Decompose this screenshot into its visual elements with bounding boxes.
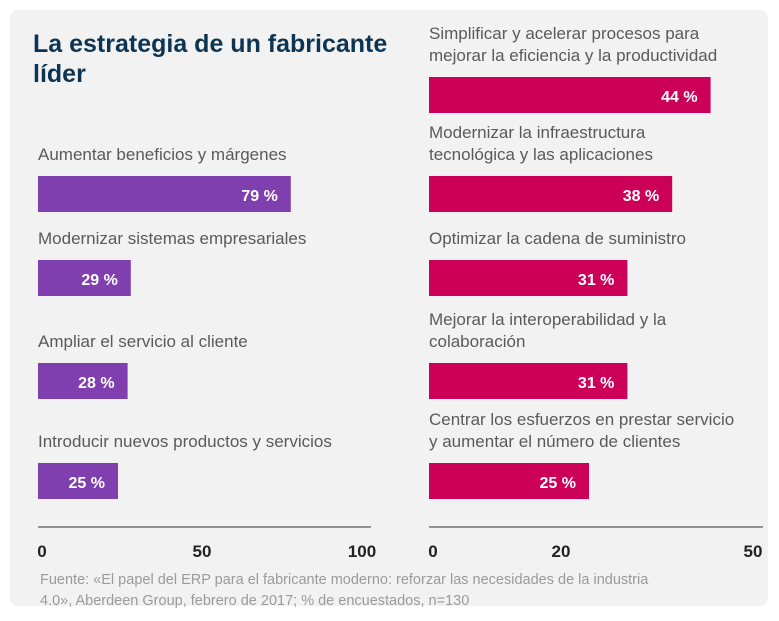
value-label: 25 % bbox=[69, 475, 105, 492]
category-label: Simplificar y acelerar procesos para mejo… bbox=[429, 24, 717, 65]
bar bbox=[429, 77, 711, 113]
x-tick-label: 20 bbox=[552, 542, 571, 561]
category-label: Centrar los esfuerzos en prestar servici… bbox=[429, 410, 734, 451]
source-note: Fuente: «El papel del ERP para el fabric… bbox=[40, 572, 649, 609]
bar bbox=[38, 176, 291, 212]
x-tick-label: 0 bbox=[37, 542, 46, 561]
category-label: Introducir nuevos productos y servicios bbox=[38, 432, 332, 451]
value-label: 31 % bbox=[578, 375, 614, 392]
value-label: 79 % bbox=[241, 188, 277, 205]
value-label: 28 % bbox=[78, 375, 114, 392]
x-tick-label: 50 bbox=[744, 542, 763, 561]
category-label: Modernizar sistemas empresariales bbox=[38, 229, 306, 248]
chart-title: La estrategia de un fabricante líder bbox=[33, 30, 387, 88]
category-label: Mejorar la interoperabilidad y la colabor… bbox=[429, 310, 667, 351]
category-label: Modernizar la infraestructura tecnológica… bbox=[429, 123, 653, 164]
bar bbox=[38, 463, 118, 499]
x-tick-label: 100 bbox=[348, 542, 376, 561]
bar bbox=[429, 260, 628, 296]
bar bbox=[38, 260, 131, 296]
value-label: 29 % bbox=[81, 272, 117, 289]
value-label: 31 % bbox=[578, 272, 614, 289]
bar bbox=[429, 363, 628, 399]
value-label: 25 % bbox=[540, 475, 576, 492]
x-tick-label: 50 bbox=[193, 542, 212, 561]
value-label: 44 % bbox=[661, 89, 697, 106]
category-label: Aumentar beneficios y márgenes bbox=[38, 145, 287, 164]
category-label: Ampliar el servicio al cliente bbox=[38, 332, 248, 351]
x-tick-label: 0 bbox=[428, 542, 437, 561]
bar bbox=[429, 176, 673, 212]
category-label: Optimizar la cadena de suministro bbox=[429, 229, 686, 248]
value-label: 38 % bbox=[623, 188, 659, 205]
panel bbox=[10, 10, 768, 606]
bar bbox=[38, 363, 128, 399]
bar bbox=[429, 463, 589, 499]
